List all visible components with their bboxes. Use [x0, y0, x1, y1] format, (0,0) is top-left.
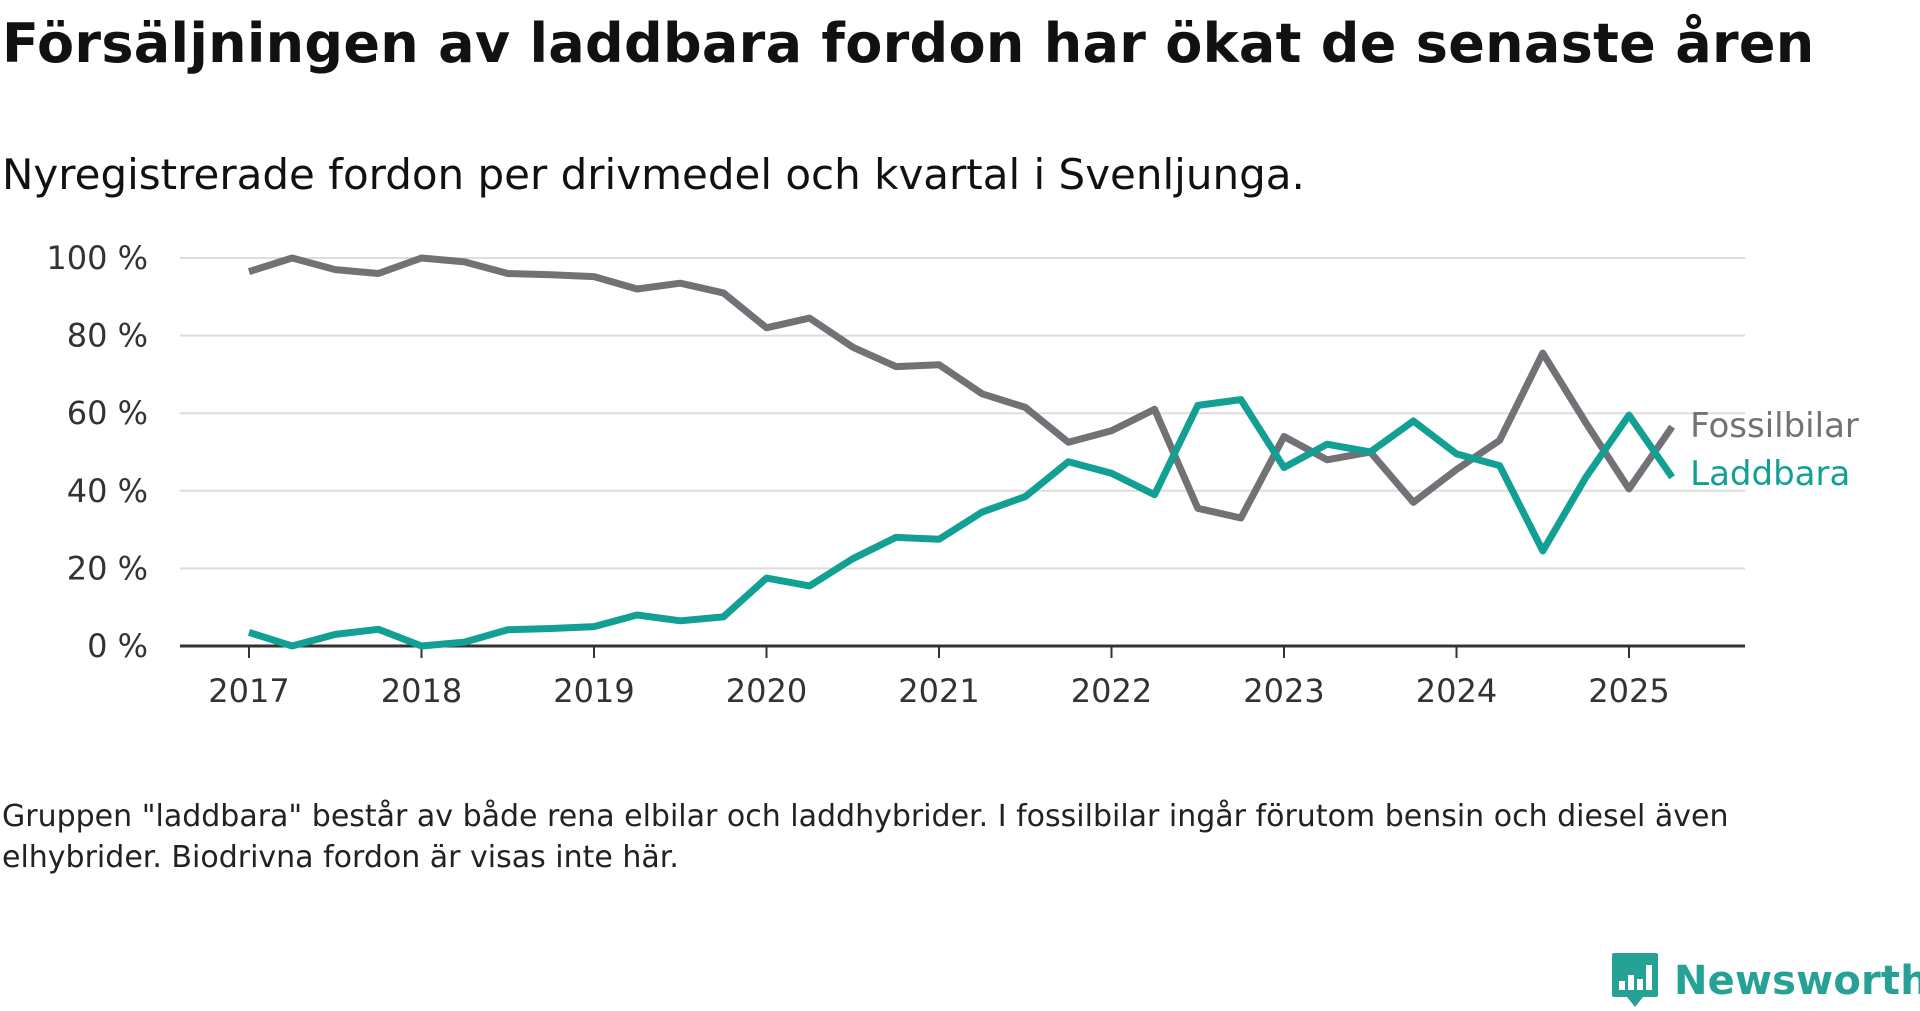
y-axis-ticks: 0 % 20 % 40 % 60 % 80 % 100 %: [46, 239, 148, 665]
x-tick-label: 2024: [1416, 672, 1497, 710]
brand-name: Newsworthy: [1674, 958, 1920, 1004]
x-tick-label: 2017: [208, 672, 289, 710]
x-tick-label: 2020: [726, 672, 807, 710]
chart-subtitle: Nyregistrerade fordon per drivmedel och …: [2, 150, 1305, 199]
legend-label-laddbara: Laddbara: [1690, 454, 1850, 494]
y-tick-label: 0 %: [87, 627, 148, 665]
x-tick-label: 2021: [898, 672, 979, 710]
y-tick-label: 100 %: [46, 239, 148, 277]
legend: Fossilbilar Laddbara: [1690, 406, 1859, 494]
x-axis: 2017 2018 2019 2020 2021 2022 2023 2024 2025: [180, 644, 1745, 710]
y-tick-label: 60 %: [67, 394, 148, 432]
x-tick-label: 2025: [1588, 672, 1669, 710]
newsworthy-logo-icon: [1612, 953, 1658, 1007]
y-tick-label: 80 %: [67, 317, 148, 355]
y-tick-label: 20 %: [67, 549, 148, 587]
chart-title: Försäljningen av laddbara fordon har öka…: [2, 12, 1815, 75]
x-tick-label: 2023: [1243, 672, 1324, 710]
series-line-fossilbilar: [247, 254, 1675, 522]
x-tick-label: 2022: [1071, 672, 1152, 710]
series-lines: [247, 254, 1675, 650]
series-line-laddbara: [247, 396, 1675, 650]
footnote: Gruppen "laddbara" består av både rena e…: [2, 799, 1729, 875]
legend-label-fossilbilar: Fossilbilar: [1690, 406, 1859, 446]
x-tick-label: 2018: [381, 672, 462, 710]
brand-logo: Newsworthy: [1610, 951, 1920, 1011]
x-tick-label: 2019: [553, 672, 634, 710]
y-tick-label: 40 %: [67, 472, 148, 510]
